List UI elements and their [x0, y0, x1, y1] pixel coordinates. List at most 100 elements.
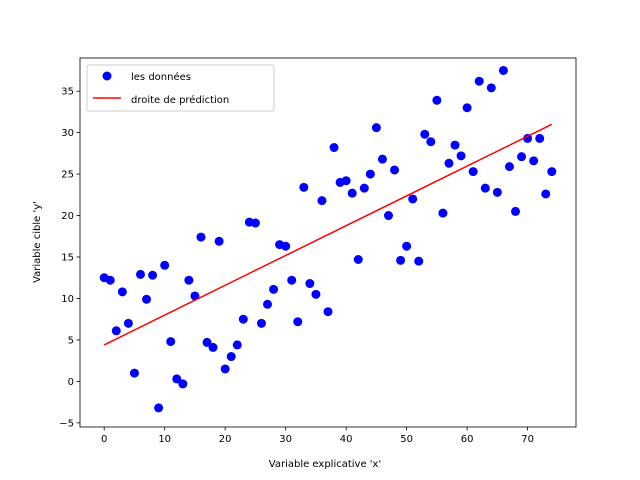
data-point — [323, 307, 333, 317]
data-point — [196, 232, 206, 242]
data-point — [511, 206, 521, 216]
data-point — [498, 65, 508, 75]
data-point — [438, 208, 448, 218]
data-point — [142, 294, 152, 304]
y-tick-label: 20 — [61, 211, 74, 222]
x-tick-label: 50 — [400, 434, 413, 445]
legend-box — [86, 64, 275, 112]
x-axis-label: Variable explicative 'x' — [269, 459, 381, 470]
data-point — [220, 364, 230, 374]
data-point — [250, 218, 260, 228]
data-point — [341, 176, 351, 186]
data-point — [486, 83, 496, 93]
y-tick-label: −5 — [59, 418, 74, 429]
data-point — [347, 188, 357, 198]
legend-label-donnees: les données — [131, 71, 191, 83]
plot-content — [99, 65, 557, 413]
data-point — [480, 183, 490, 193]
data-point — [287, 275, 297, 285]
y-tick-label: 10 — [61, 294, 74, 305]
data-point — [148, 270, 158, 280]
y-tick-label: 15 — [61, 253, 74, 264]
data-point — [504, 162, 514, 172]
data-point — [281, 241, 291, 251]
data-point — [111, 326, 121, 336]
x-tick-label: 30 — [279, 434, 292, 445]
data-point — [105, 275, 115, 285]
data-point — [541, 189, 551, 199]
data-point — [214, 236, 224, 246]
data-point — [293, 317, 303, 327]
data-point — [420, 129, 430, 139]
data-point — [547, 167, 557, 177]
data-point — [123, 318, 133, 328]
data-point — [263, 299, 273, 309]
data-point — [226, 352, 236, 362]
data-point — [383, 211, 393, 221]
legend-label-prediction: droite de prédiction — [131, 94, 229, 106]
data-point — [390, 165, 400, 175]
data-point — [317, 196, 327, 206]
data-point — [359, 183, 369, 193]
y-tick-label: 0 — [68, 377, 74, 388]
data-point — [238, 314, 248, 324]
x-tick-label: 0 — [101, 434, 107, 445]
y-tick-label: 30 — [61, 128, 74, 139]
data-point — [190, 291, 200, 301]
data-point — [329, 143, 339, 153]
x-tick-label: 60 — [461, 434, 474, 445]
y-axis-label: Variable cible 'y' — [32, 201, 43, 283]
data-point — [474, 76, 484, 86]
data-point — [426, 137, 436, 147]
data-point — [232, 340, 242, 350]
y-tick-label: 25 — [61, 170, 74, 181]
data-point — [129, 368, 139, 378]
data-point — [299, 182, 309, 192]
prediction-line — [103, 123, 553, 346]
data-point — [396, 255, 406, 265]
data-point — [402, 241, 412, 251]
data-point — [468, 167, 478, 177]
data-point — [529, 156, 539, 166]
data-point — [166, 337, 176, 347]
x-tick-label: 20 — [219, 434, 232, 445]
x-tick-label: 70 — [521, 434, 534, 445]
data-point — [160, 260, 170, 270]
data-point — [492, 187, 502, 197]
data-point — [208, 342, 218, 352]
data-point — [202, 337, 212, 347]
data-point — [450, 140, 460, 150]
data-point — [444, 158, 454, 168]
data-point — [269, 284, 279, 294]
data-point — [311, 289, 321, 299]
data-point — [377, 154, 387, 164]
data-point — [154, 403, 164, 413]
data-point — [184, 275, 194, 285]
legend: les données droite de prédiction — [86, 64, 275, 112]
data-point — [365, 169, 375, 179]
data-point — [517, 152, 527, 162]
data-point — [135, 269, 145, 279]
data-point — [117, 287, 127, 297]
data-point — [432, 95, 442, 105]
data-point — [371, 123, 381, 133]
plot-frame — [79, 57, 577, 428]
legend-marker-donnees — [102, 71, 112, 81]
data-point — [462, 103, 472, 113]
data-point — [414, 256, 424, 266]
data-point — [172, 374, 182, 384]
x-tick-label: 40 — [340, 434, 353, 445]
data-point — [353, 254, 363, 264]
data-point — [523, 133, 533, 143]
y-tick-label: 5 — [68, 335, 74, 346]
x-tick-label: 10 — [158, 434, 171, 445]
data-point — [456, 151, 466, 161]
axis-ticks: 0 10 20 30 40 50 60 70 −5 0 5 10 15 20 25 30 35 — [59, 87, 534, 445]
y-tick-label: 35 — [61, 87, 74, 98]
data-point — [178, 379, 188, 389]
data-point — [305, 279, 315, 289]
data-point — [535, 133, 545, 143]
data-point — [256, 318, 266, 328]
data-point — [408, 194, 418, 204]
